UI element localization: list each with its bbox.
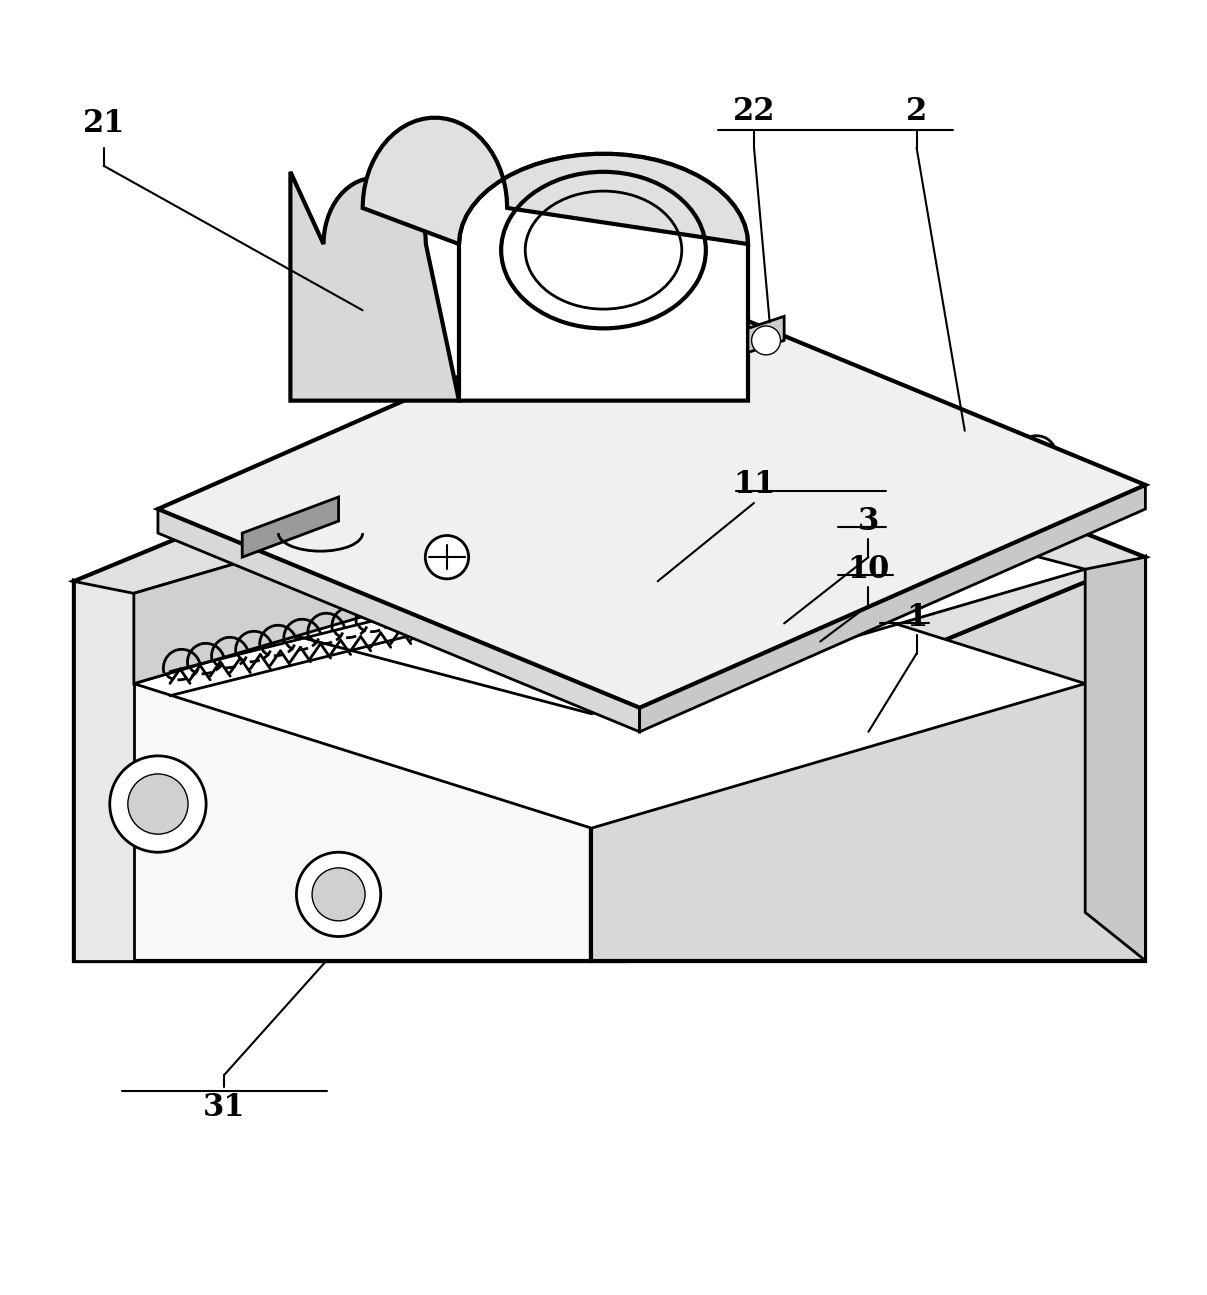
Polygon shape — [74, 581, 591, 961]
Text: 1: 1 — [906, 602, 927, 633]
Text: 22: 22 — [733, 96, 775, 127]
Polygon shape — [74, 581, 134, 961]
Polygon shape — [610, 629, 658, 677]
Polygon shape — [158, 509, 640, 732]
Text: 31: 31 — [203, 1092, 245, 1123]
Polygon shape — [134, 449, 628, 684]
Polygon shape — [134, 449, 1085, 714]
Polygon shape — [748, 316, 785, 352]
Circle shape — [297, 852, 380, 936]
Polygon shape — [640, 484, 1145, 732]
Circle shape — [313, 868, 365, 921]
Circle shape — [752, 326, 781, 355]
Polygon shape — [74, 352, 1145, 786]
Circle shape — [128, 774, 188, 834]
Text: 10: 10 — [847, 554, 890, 585]
Text: 3: 3 — [858, 505, 879, 536]
Polygon shape — [74, 581, 628, 961]
Polygon shape — [243, 497, 339, 557]
Text: 11: 11 — [733, 469, 775, 500]
Text: 2: 2 — [906, 96, 927, 127]
Circle shape — [425, 536, 468, 579]
Polygon shape — [134, 539, 1085, 828]
Polygon shape — [362, 118, 748, 243]
Polygon shape — [158, 286, 1145, 707]
Polygon shape — [591, 557, 1145, 961]
Polygon shape — [291, 172, 459, 400]
Polygon shape — [622, 648, 646, 714]
Circle shape — [110, 756, 206, 852]
Polygon shape — [459, 154, 748, 400]
Text: 21: 21 — [82, 109, 126, 139]
Polygon shape — [1085, 557, 1145, 961]
